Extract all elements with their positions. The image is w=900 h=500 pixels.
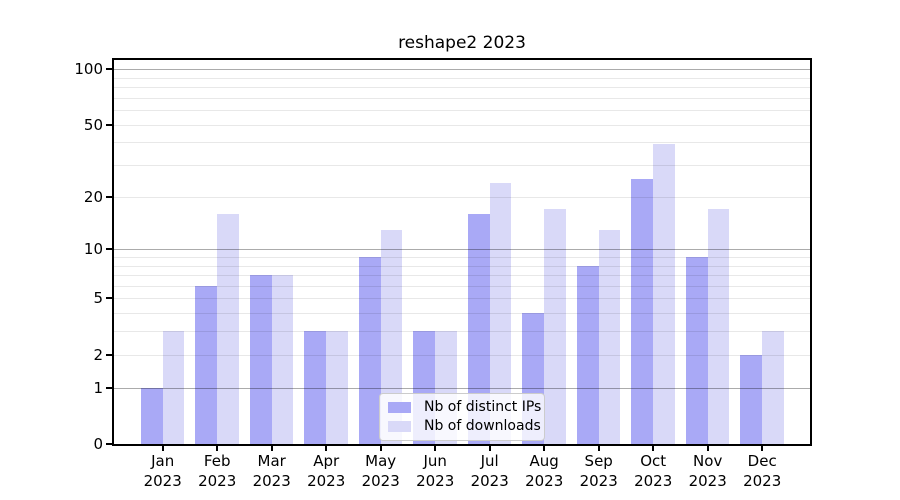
bar-distinct-ips-apr xyxy=(304,331,327,444)
x-tick-mark xyxy=(543,446,546,451)
x-tick-mark xyxy=(270,446,273,451)
y-tick-mark xyxy=(106,443,112,445)
bar-downloads-oct xyxy=(653,144,675,444)
bar-distinct-ips-jul xyxy=(467,213,490,444)
legend: Nb of distinct IPs Nb of downloads xyxy=(379,393,545,441)
bar-distinct-ips-may xyxy=(358,256,381,444)
x-tick-label-jan: Jan 2023 xyxy=(143,452,182,490)
y-tick-label-2: 2 xyxy=(93,345,103,364)
bar-downloads-dec xyxy=(762,331,784,444)
y-tick-mark xyxy=(106,248,112,251)
x-tick-label-dec: Dec 2023 xyxy=(743,452,782,490)
bar-distinct-ips-jan xyxy=(140,387,163,444)
x-tick-mark xyxy=(325,446,328,451)
y-tick-mark xyxy=(106,353,112,356)
gridline-minor xyxy=(114,97,810,99)
legend-swatch-downloads xyxy=(388,421,411,432)
legend-label-distinct-ips: Nb of distinct IPs xyxy=(424,399,542,415)
x-tick-mark xyxy=(379,446,382,451)
bar-downloads-aug xyxy=(544,209,566,444)
gridline-minor xyxy=(114,77,810,79)
gridline-minor xyxy=(114,165,810,167)
gridline-minor xyxy=(114,110,810,112)
y-tick-label-10: 10 xyxy=(83,240,103,259)
gridline-minor xyxy=(114,87,810,89)
x-tick-mark xyxy=(706,446,709,451)
x-tick-label-apr: Apr 2023 xyxy=(307,452,346,490)
x-tick-label-may: May 2023 xyxy=(361,452,400,490)
bar-distinct-ips-feb xyxy=(195,285,218,444)
legend-swatch-distinct-ips xyxy=(388,402,411,413)
x-tick-mark xyxy=(488,446,491,451)
bar-distinct-ips-sep xyxy=(576,265,599,444)
y-tick-mark xyxy=(106,386,112,389)
x-tick-label-mar: Mar 2023 xyxy=(252,452,291,490)
y-tick-label-5: 5 xyxy=(93,289,103,308)
gridline-minor xyxy=(114,196,810,198)
gridline-major xyxy=(114,69,810,71)
x-tick-mark xyxy=(761,446,764,451)
bar-distinct-ips-nov xyxy=(685,256,708,444)
x-tick-mark xyxy=(216,446,219,451)
legend-label-downloads: Nb of downloads xyxy=(424,418,541,434)
bar-distinct-ips-oct xyxy=(631,179,654,444)
x-tick-label-jun: Jun 2023 xyxy=(416,452,455,490)
bar-downloads-jan xyxy=(162,331,185,444)
x-tick-label-feb: Feb 2023 xyxy=(198,452,237,490)
bar-downloads-sep xyxy=(598,229,621,444)
legend-item-distinct-ips: Nb of distinct IPs xyxy=(388,398,541,417)
x-tick-label-jul: Jul 2023 xyxy=(470,452,509,490)
x-tick-label-aug: Aug 2023 xyxy=(525,452,564,490)
bar-downloads-may xyxy=(380,229,403,444)
x-tick-mark xyxy=(434,446,437,451)
bar-distinct-ips-dec xyxy=(740,354,763,444)
y-tick-label-50: 50 xyxy=(83,115,103,134)
bar-downloads-mar xyxy=(271,275,294,444)
y-tick-mark xyxy=(106,68,112,71)
gridline-minor xyxy=(114,142,810,144)
y-tick-mark xyxy=(106,123,112,126)
y-tick-label-100: 100 xyxy=(74,60,103,79)
bar-downloads-feb xyxy=(217,213,239,444)
x-tick-label-sep: Sep 2023 xyxy=(579,452,618,490)
legend-item-downloads: Nb of downloads xyxy=(388,417,541,436)
bar-distinct-ips-mar xyxy=(249,275,272,444)
x-tick-label-nov: Nov 2023 xyxy=(688,452,727,490)
bar-downloads-apr xyxy=(326,331,348,444)
x-tick-mark xyxy=(597,446,600,451)
x-tick-label-oct: Oct 2023 xyxy=(634,452,673,490)
x-tick-mark xyxy=(652,446,655,451)
x-tick-mark xyxy=(161,446,164,451)
bar-downloads-jul xyxy=(489,182,512,444)
y-tick-mark xyxy=(106,195,112,198)
plot-area xyxy=(112,58,812,446)
y-tick-mark xyxy=(106,297,112,300)
y-tick-label-1: 1 xyxy=(93,378,103,397)
chart-title: reshape2 2023 xyxy=(398,33,526,53)
y-tick-label-0: 0 xyxy=(93,435,103,453)
gridline-minor xyxy=(114,124,810,126)
y-tick-label-20: 20 xyxy=(83,187,103,206)
bar-downloads-nov xyxy=(707,209,730,444)
